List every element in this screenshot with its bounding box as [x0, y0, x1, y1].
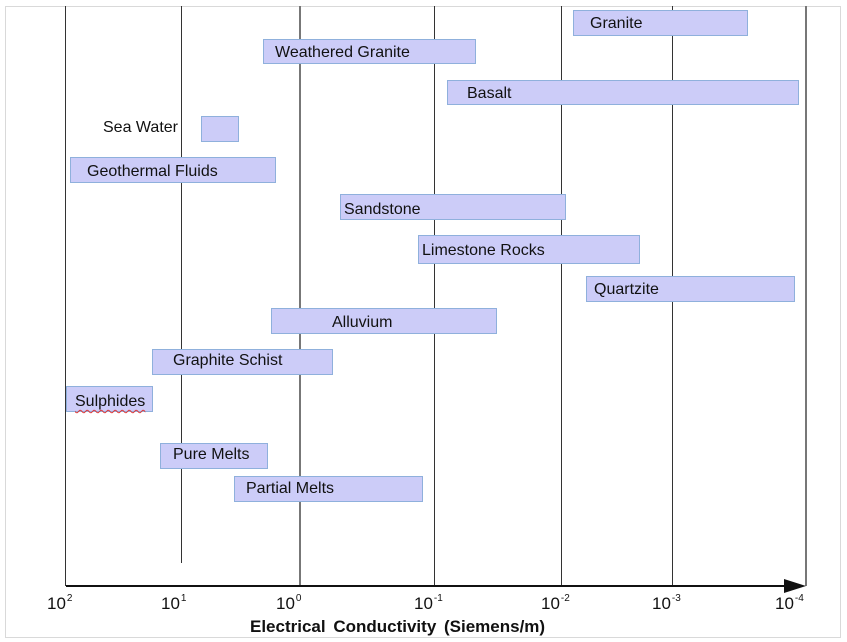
bar-label: Graphite Schist [173, 352, 283, 369]
bar-graphite-schist [152, 349, 333, 375]
bar-limestone-rocks [418, 235, 640, 264]
bar-label: Weathered Granite [275, 44, 410, 61]
bar-label: Quartzite [594, 281, 659, 298]
tick-label: 10-3 [652, 593, 681, 613]
x-axis-arrow-icon [784, 579, 806, 593]
bar-partial-melts [234, 476, 423, 502]
bar-label: Basalt [467, 85, 512, 102]
bar-label: Sulphides [75, 393, 146, 410]
tick-label: 10-1 [414, 593, 443, 613]
bar-label: Sandstone [344, 201, 421, 218]
gridline-1e1 [181, 6, 182, 563]
gridline-1e2 [65, 6, 66, 586]
tick-label: 10-2 [541, 593, 570, 613]
tick-label: 10-4 [775, 593, 804, 613]
bar-geothermal-fluids [70, 157, 276, 183]
gridline-1e-1 [434, 6, 435, 586]
gridline-1e-2 [561, 6, 562, 586]
bar-label: Geothermal Fluids [87, 163, 218, 180]
gridline-1e0 [299, 6, 301, 586]
gridline-1e-4 [805, 6, 807, 586]
bar-pure-melts [160, 443, 268, 469]
bar-label: Alluvium [332, 314, 393, 331]
bar-label: Pure Melts [173, 446, 250, 463]
tick-label: 100 [276, 593, 302, 613]
bar-quartzite [586, 276, 795, 302]
bar-label: Limestone Rocks [422, 242, 545, 259]
tick-label: 102 [47, 593, 73, 613]
bar-weathered-granite [263, 39, 476, 64]
bar-alluvium [271, 308, 497, 334]
bar-sulphides [66, 386, 153, 412]
bar-basalt [447, 80, 799, 105]
bar-sea-water [201, 116, 239, 142]
bar-granite [573, 10, 748, 36]
bar-label: Sea Water [103, 119, 178, 136]
tick-label: 101 [161, 593, 187, 613]
bar-label: Granite [590, 15, 643, 32]
chart-frame [5, 6, 841, 638]
bar-label: Partial Melts [246, 480, 335, 497]
x-axis [66, 585, 794, 587]
x-axis-title: Electrical Conductivity (Siemens/m) [250, 617, 546, 636]
bar-sandstone [340, 194, 566, 220]
